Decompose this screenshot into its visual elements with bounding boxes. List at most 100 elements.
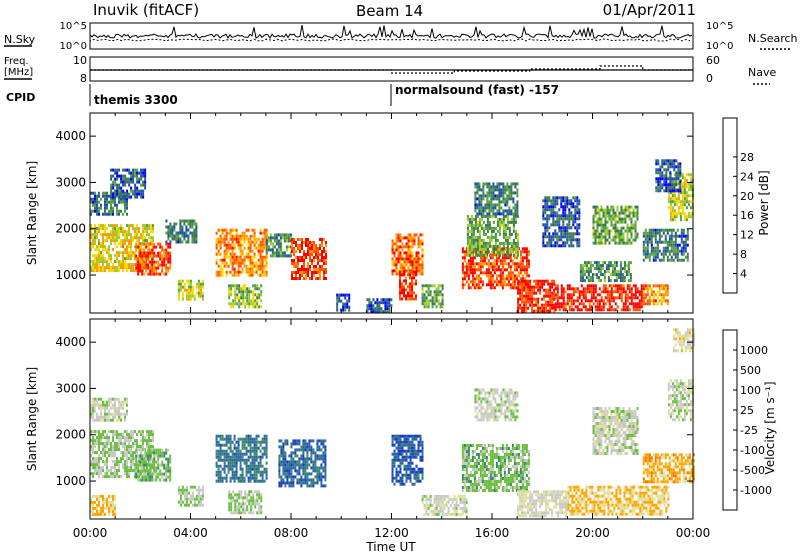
heatmap-cell [601, 267, 604, 271]
heatmap-cell [163, 466, 166, 470]
heatmap-cell [597, 264, 600, 268]
heatmap-cell [417, 236, 420, 240]
heatmap-cell [525, 285, 528, 289]
heatmap-cell [506, 209, 509, 213]
heatmap-cell [177, 240, 180, 244]
heatmap-cell [515, 268, 518, 272]
heatmap-cell [279, 248, 282, 252]
heatmap-cell [114, 230, 116, 234]
heatmap-cell [142, 224, 144, 228]
heatmap-cell [476, 188, 479, 192]
heatmap-cell [501, 262, 504, 266]
heatmap-cell [411, 242, 414, 246]
heatmap-cell [484, 247, 487, 251]
heatmap-cell [671, 200, 674, 204]
heatmap-cell [252, 293, 255, 297]
heatmap-cell [644, 240, 647, 244]
heatmap-cell [554, 202, 557, 206]
heatmap-cell [484, 232, 487, 236]
heatmap-cell [606, 232, 609, 236]
heatmap-cell [506, 182, 509, 186]
heatmap-cell [145, 251, 148, 255]
heatmap-cell [144, 171, 147, 175]
heatmap-cell [642, 287, 645, 291]
heatmap-cell [576, 238, 579, 242]
heatmap-cell [626, 238, 629, 242]
heatmap-cell [116, 257, 118, 261]
heatmap-cell [100, 412, 102, 416]
heatmap-cell [677, 182, 680, 186]
heatmap-cell [273, 236, 276, 240]
heatmap-cell [92, 475, 94, 479]
heatmap-cell [517, 288, 520, 292]
heatmap-cell [257, 258, 260, 262]
heatmap-cell [307, 268, 309, 271]
heatmap-cell [112, 174, 115, 178]
heatmap-cell [124, 239, 126, 243]
heatmap-cell [629, 279, 632, 283]
heatmap-cell [397, 236, 400, 240]
heatmap-cell [523, 309, 526, 313]
heatmap-cell [682, 231, 685, 235]
data-patch [265, 233, 292, 258]
heatmap-cell [488, 238, 491, 242]
heatmap-cell [566, 293, 569, 297]
heatmap-cell [411, 236, 414, 240]
heatmap-cell [666, 243, 669, 247]
heatmap-cell [110, 451, 112, 455]
heatmap-cell [671, 212, 674, 216]
heatmap-cell [110, 192, 113, 196]
heatmap-cell [142, 448, 144, 452]
heatmap-cell [486, 197, 489, 201]
heatmap-cell [393, 269, 396, 273]
heatmap-cell [132, 236, 134, 240]
heatmap-cell [519, 291, 522, 295]
heatmap-cell [142, 445, 144, 449]
heatmap-cell [529, 294, 532, 298]
heatmap-cell [489, 274, 492, 278]
heatmap-cell [663, 159, 666, 163]
heatmap-cell [439, 284, 442, 288]
heatmap-cell [138, 180, 141, 184]
heatmap-cell [112, 415, 114, 419]
heatmap-cell [376, 304, 379, 308]
heatmap-cell [576, 217, 579, 221]
heatmap-cell [161, 454, 164, 458]
heatmap-cell [441, 284, 444, 288]
heatmap-cell [98, 209, 100, 213]
heatmap-cell [512, 229, 515, 233]
heatmap-cell [395, 233, 398, 237]
heatmap-cell [193, 231, 196, 235]
heatmap-cell [673, 191, 676, 195]
heatmap-cell [98, 248, 100, 252]
heatmap-cell [189, 279, 192, 283]
heatmap-cell [512, 212, 515, 216]
heatmap-cell [686, 243, 689, 247]
heatmap-cell [468, 244, 471, 248]
heatmap-cell [100, 403, 102, 407]
heatmap-cell [151, 266, 154, 270]
heatmap-cell [313, 250, 315, 253]
heatmap-cell [98, 472, 100, 476]
heatmap-cell [425, 296, 428, 300]
heatmap-cell [427, 290, 430, 294]
heatmap-cell [544, 202, 547, 206]
heatmap-cell [592, 293, 595, 297]
heatmap-cell [122, 195, 125, 199]
heatmap-cell [602, 229, 605, 233]
heatmap-cell [490, 191, 493, 195]
heatmap-cell [243, 234, 246, 238]
heatmap-cell [609, 279, 612, 283]
heatmap-cell [587, 273, 590, 277]
heatmap-cell [151, 269, 154, 273]
heatmap-cell [622, 305, 625, 309]
heatmap-cell [507, 271, 510, 275]
heatmap-cell [409, 273, 411, 277]
heatmap-cell [474, 203, 477, 207]
heatmap-cell [657, 168, 660, 172]
heatmap-cell [654, 299, 657, 303]
heatmap-cell [654, 284, 657, 288]
heatmap-cell [525, 247, 528, 251]
heatmap-cell [241, 267, 244, 271]
heatmap-cell [233, 255, 236, 259]
